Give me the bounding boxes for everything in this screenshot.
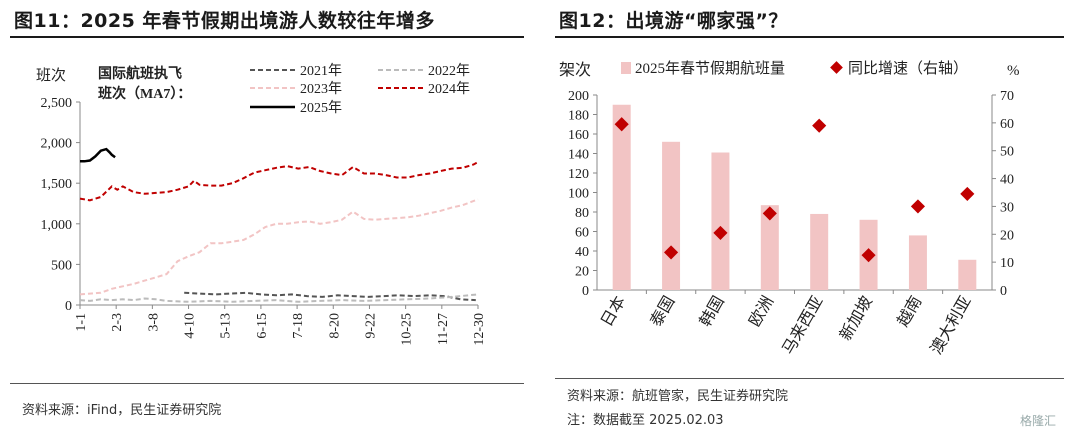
left-legend-label: 2024年	[428, 81, 470, 97]
right-y-left-tick-label: 0	[582, 284, 589, 299]
left-y-tick-label: 2,000	[41, 137, 73, 152]
right-y-left-tick-label: 60	[575, 226, 589, 241]
left-legend-label: 2021年	[300, 63, 342, 79]
left-x-tick-label: 1-1	[74, 313, 89, 332]
right-y-right-tick-label: 60	[1000, 117, 1014, 132]
left-x-tick-label: 10-25	[400, 313, 415, 346]
growth-marker-7	[960, 186, 975, 201]
right-x-tick-label: 韩国	[696, 293, 728, 330]
watermark: 格隆汇	[1019, 414, 1056, 428]
bar-0	[612, 104, 631, 290]
right-x-tick-label: 欧洲	[746, 293, 778, 330]
left-x-tick-label: 7-18	[291, 313, 306, 339]
right-bar-chart: 架次 %2025年春节假期航班量 同比增速（右轴）02040608010012014…	[559, 60, 1020, 357]
right-y-left-tick-label: 120	[568, 167, 589, 182]
left-y-tick-label: 500	[51, 258, 72, 273]
growth-marker-6	[910, 199, 926, 214]
series-line-2024	[79, 161, 479, 202]
right-y-left-tick-label: 140	[568, 148, 589, 163]
left-bottom-rule	[10, 383, 524, 384]
right-y-left-tick-label: 80	[575, 206, 589, 221]
left-x-tick-label: 11-27	[436, 313, 451, 345]
bar-4	[810, 213, 829, 290]
right-y-right-tick-label: 50	[1000, 145, 1014, 160]
right-x-tick-label: 日本	[598, 293, 630, 330]
left-x-tick-label: 4-10	[183, 313, 198, 339]
right-chart-panel: 图12：出境游“哪家强”？ 架次% 2025年春节假期航班量 同比增速（右轴） 0 20…	[545, 0, 1070, 437]
right-y-right-tick-label: 30	[1000, 200, 1014, 215]
right-y-right-tick-label: 40	[1000, 173, 1014, 188]
right-y-right-tick-label: 20	[1000, 228, 1014, 243]
series-line-2021	[184, 291, 476, 302]
left-x-tick-label: 6-15	[255, 313, 270, 339]
right-y-axis-left-label: 架次	[559, 61, 591, 79]
left-y-tick-label: 1,000	[41, 218, 73, 233]
right-y-left-tick-label: 20	[575, 265, 589, 280]
right-x-tick-label: 新加坡	[836, 293, 876, 344]
left-x-tick-label: 2-3	[110, 313, 125, 332]
bar-7	[958, 259, 977, 290]
right-x-tick-label: 泰国	[647, 293, 679, 330]
bar-3	[760, 205, 779, 290]
right-legend-bar-swatch	[621, 62, 631, 74]
right-y-left-tick-label: 40	[575, 245, 589, 260]
growth-marker-3	[762, 206, 777, 221]
right-title-rule	[555, 36, 1064, 38]
growth-marker-2	[713, 225, 728, 240]
right-legend-marker-label: 同比增速（右轴）	[848, 60, 968, 77]
growth-marker-4	[812, 118, 827, 133]
right-x-tick-label: 澳大利亚	[927, 293, 975, 357]
left-chart-title: 图11：2025 年春节假期出境游人数较往年增多	[14, 10, 435, 32]
left-x-tick-label: 3-8	[146, 313, 161, 332]
right-x-tick-label: 马来西亚	[779, 293, 827, 357]
left-y-tick-label: 1,500	[41, 177, 73, 192]
right-x-tick-label: 越南	[894, 293, 926, 330]
right-y-right-tick-label: 0	[1000, 284, 1007, 299]
right-source: 资料来源：航班管家，民生证券研究院	[567, 389, 789, 404]
series-line-2023	[79, 198, 479, 296]
right-y-left-tick-label: 160	[568, 128, 589, 143]
right-y-left-tick-label: 100	[568, 187, 589, 202]
bar-2	[711, 152, 730, 290]
bar-6	[908, 235, 927, 290]
right-y-axis-right-label: %	[1007, 63, 1020, 79]
left-legend-label: 2025年	[300, 100, 342, 116]
growth-marker-0	[614, 117, 629, 132]
right-bottom-rule	[555, 378, 1064, 379]
left-legend-label: 2022年	[428, 63, 470, 79]
right-chart-title: 图12：出境游“哪家强”？	[559, 10, 788, 32]
left-chart-annotation-line2: 班次（MA7）：	[98, 85, 191, 102]
left-x-tick-label: 9-22	[363, 313, 378, 339]
left-title-rule	[10, 36, 524, 38]
growth-marker-1	[663, 245, 679, 260]
right-legend-bar-label: 2025年春节假期航班量	[635, 60, 785, 77]
left-chart-annotation-line1: 国际航班执飞	[98, 65, 182, 82]
right-note: 注：数据截至 2025.02.03	[567, 413, 724, 428]
right-legend-marker-swatch	[830, 61, 843, 74]
series-line-2022	[79, 293, 479, 303]
left-chart-panel: 图11：2025 年春节假期出境游人数较往年增多 班次 国际航班执飞 班次（MA7）…	[0, 0, 530, 437]
left-x-tick-label: 8-20	[327, 313, 342, 339]
left-y-axis-label: 班次	[36, 67, 66, 84]
bar-1	[662, 141, 681, 290]
left-x-tick-label: 5-13	[219, 313, 234, 339]
left-y-tick-label: 2,500	[41, 96, 73, 111]
right-y-right-tick-label: 70	[1000, 89, 1014, 104]
right-y-left-tick-label: 200	[568, 89, 589, 104]
left-y-tick-label: 0	[65, 299, 72, 314]
growth-marker-5	[861, 248, 876, 263]
left-x-tick-label: 12-30	[472, 313, 487, 346]
left-source: 资料来源：iFind，民生证券研究院	[22, 403, 222, 418]
right-y-right-tick-label: 10	[1000, 256, 1014, 271]
left-legend-label: 2023年	[300, 81, 342, 97]
right-y-left-tick-label: 180	[568, 109, 589, 124]
series-line-2025	[80, 147, 116, 163]
